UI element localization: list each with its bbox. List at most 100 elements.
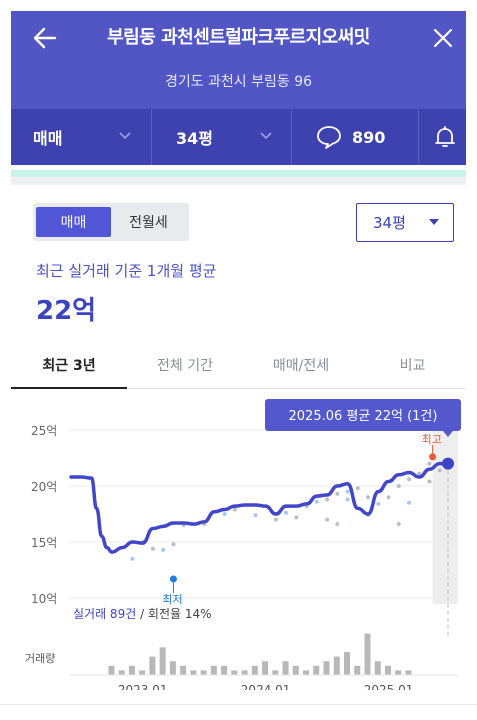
volume-bar (231, 670, 238, 675)
volume-bar (313, 665, 320, 675)
tab-recent-3y[interactable]: 최근 3년 (42, 358, 96, 374)
highest-label: 최고 (422, 433, 442, 446)
apartment-header: 부림동 과천센트럴파크푸르지오써밋 경기도 과천시 부림동 96 매매 34평 (11, 11, 466, 165)
tooltip-pointer (443, 431, 453, 437)
volume-bar (395, 670, 402, 675)
area-dropdown[interactable]: 34평 (176, 109, 286, 165)
tab-sale-rent[interactable]: 매매/전세 (272, 358, 330, 374)
transaction-point (314, 499, 319, 504)
deal-segment-control: 매매 전월세 (33, 203, 189, 241)
highest-marker (429, 453, 437, 461)
volume-label: 거래량 (25, 652, 55, 665)
area-select-value: 34평 (373, 214, 406, 232)
lowest-label: 최저 (162, 593, 182, 606)
comments-button[interactable]: 890 (316, 109, 416, 165)
transaction-point (407, 477, 412, 482)
segment-rent[interactable]: 전월세 (129, 215, 168, 231)
volume-bar (251, 665, 258, 675)
transaction-point (284, 510, 289, 515)
volume-bar (364, 633, 371, 675)
price-chart[interactable]: 25억 20억 15억 10억 최저 최고 2025.06 평균 22억 (1건) 실거래 8… (11, 390, 466, 690)
back-arrow-icon[interactable] (31, 25, 59, 51)
volume-bar (384, 665, 391, 675)
volume-bar (282, 661, 289, 675)
transaction-point (130, 556, 135, 561)
volume-bar (241, 670, 248, 675)
deal-type-label: 매매 (33, 129, 63, 148)
transaction-point (345, 497, 350, 502)
divider (0, 704, 477, 705)
period-tabs: 최근 3년 전체 기간 매매/전세 비교 (11, 341, 466, 389)
close-icon[interactable] (430, 25, 456, 51)
divider (418, 109, 419, 165)
decor-strip (11, 170, 466, 177)
y-tick-label: 15억 (31, 536, 57, 550)
header-toolbar: 매매 34평 890 (11, 109, 466, 165)
volume-bar (139, 670, 146, 675)
volume-bar (272, 670, 279, 675)
transaction-point (232, 507, 237, 512)
deal-type-dropdown[interactable]: 매매 (33, 109, 133, 165)
y-tick-label: 10억 (31, 592, 57, 606)
transaction-point (417, 471, 422, 476)
chevron-down-icon (119, 132, 131, 140)
segment-sale[interactable]: 매매 (36, 207, 111, 237)
volume-bar (374, 661, 381, 675)
tooltip-box (265, 399, 461, 431)
volume-bar (354, 665, 361, 675)
x-tick-label: 2023.01 (118, 683, 168, 690)
volume-bar (333, 656, 340, 675)
current-point (442, 457, 454, 470)
caret-down-icon (429, 219, 439, 225)
forecast-area (432, 424, 458, 604)
x-tick-label: 2024.01 (241, 683, 291, 690)
volume-bar (262, 661, 269, 675)
transaction-point (376, 501, 381, 506)
volume-bar (303, 670, 310, 675)
volume-bar (221, 665, 228, 675)
transaction-point (161, 547, 166, 552)
price-line (69, 461, 452, 554)
y-tick-label: 20억 (31, 480, 57, 494)
apartment-title: 부림동 과천센트럴파크푸르지오써밋 (107, 27, 370, 48)
transaction-point (427, 461, 432, 466)
volume-bar (200, 670, 207, 675)
decor-strip (11, 177, 466, 185)
transaction-point (294, 515, 299, 520)
lowest-marker (169, 575, 177, 583)
transaction-point (407, 500, 412, 505)
transaction-point (253, 513, 258, 518)
transaction-point (386, 495, 391, 500)
transaction-point (396, 484, 401, 488)
volume-bar (169, 661, 176, 675)
volume-bar (118, 670, 125, 675)
chevron-down-icon (260, 132, 272, 140)
volume-bar (190, 670, 197, 675)
tab-compare[interactable]: 비교 (399, 358, 426, 374)
transaction-point (325, 497, 330, 502)
volume-bar (344, 652, 351, 675)
tooltip-text: 2025.06 평균 22억 (1건) (289, 409, 438, 424)
transaction-point (437, 468, 442, 473)
tab-all-period[interactable]: 전체 기간 (157, 358, 213, 374)
transaction-point (335, 491, 340, 496)
volume-bar (405, 670, 412, 675)
transaction-point (345, 489, 350, 494)
divider (151, 109, 152, 165)
speech-bubble-icon (317, 126, 341, 149)
volume-bar (108, 665, 115, 675)
volume-bar (180, 665, 187, 675)
transaction-point (150, 546, 155, 551)
volume-bar (292, 665, 299, 675)
volume-bar (159, 647, 166, 675)
volume-bar (210, 665, 217, 675)
transaction-point (335, 522, 340, 527)
area-select[interactable]: 34평 (356, 203, 454, 242)
transaction-point (355, 486, 360, 491)
transaction-point (396, 522, 401, 527)
bell-icon[interactable] (433, 125, 457, 149)
transaction-point (222, 512, 227, 516)
average-value: 22억 (36, 296, 97, 326)
area-label: 34평 (176, 129, 213, 148)
apartment-address: 경기도 과천시 부림동 96 (164, 74, 313, 90)
